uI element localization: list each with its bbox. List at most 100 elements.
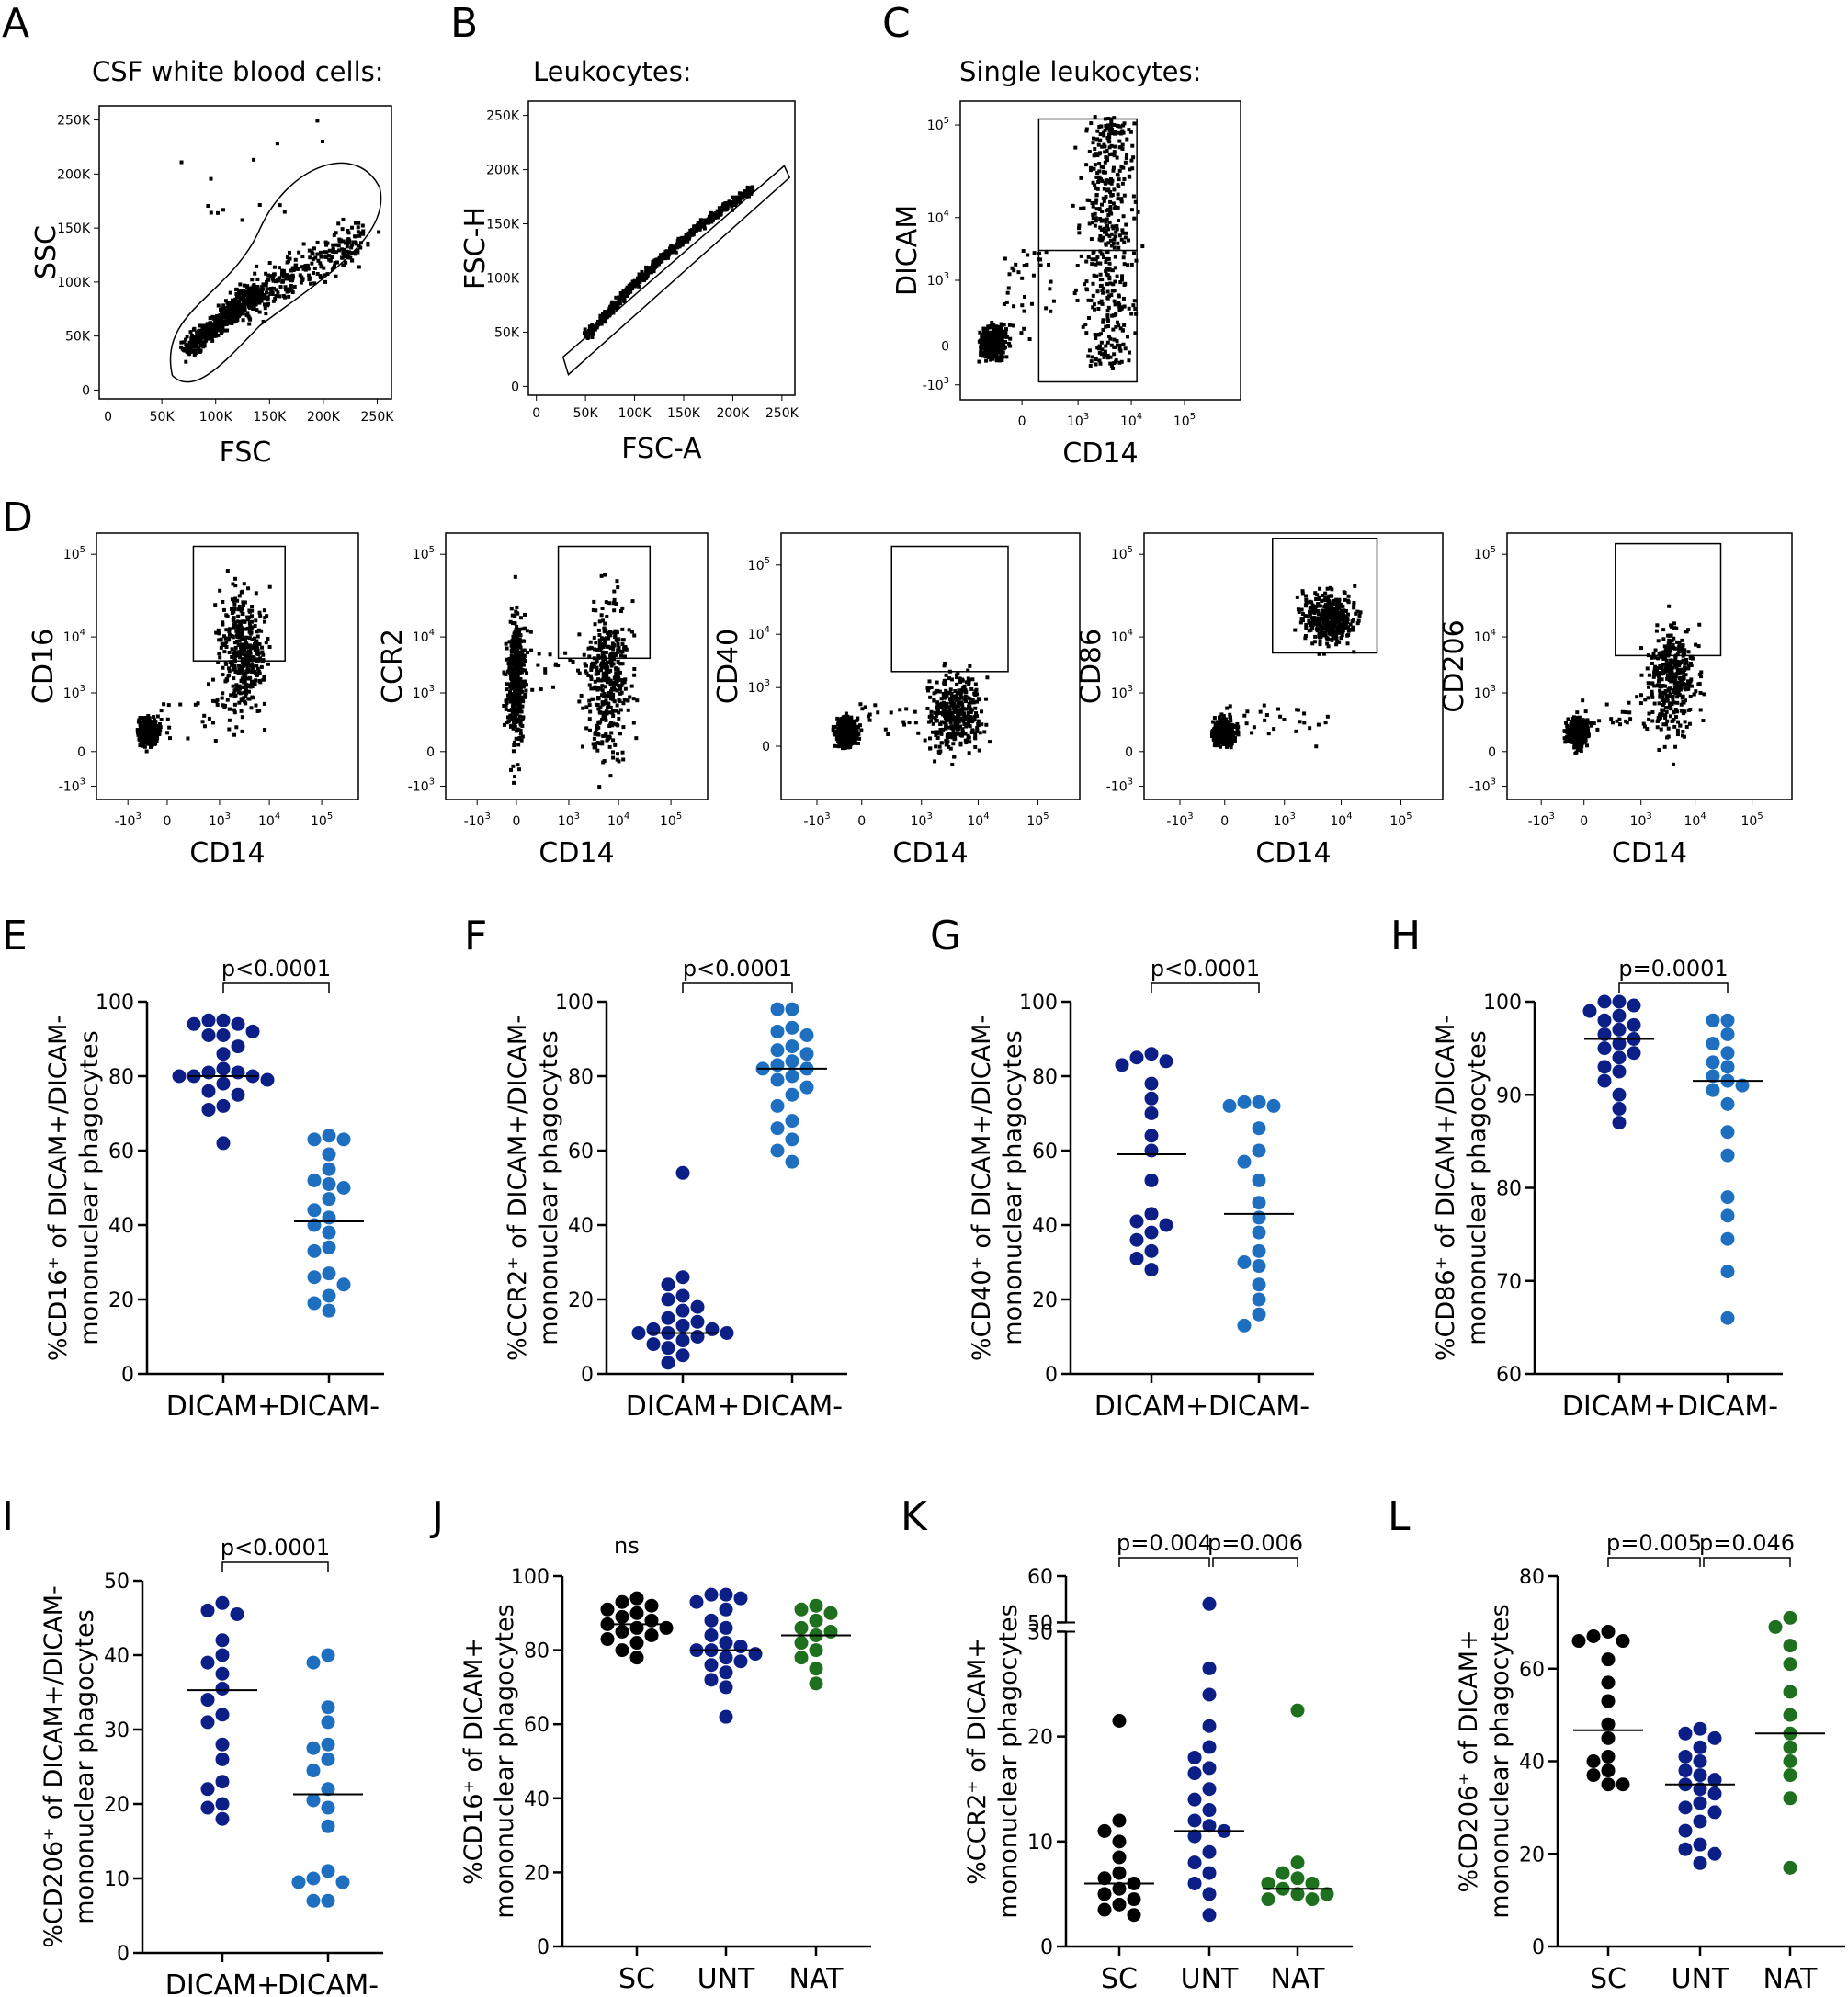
- event-dot: [214, 325, 219, 330]
- event-dot: [243, 648, 247, 652]
- event-dot: [178, 702, 183, 707]
- event-dot: [618, 290, 623, 295]
- event-dot: [591, 332, 595, 336]
- event-dot: [513, 638, 517, 642]
- event-dot: [1093, 115, 1097, 119]
- event-dot: [1102, 355, 1106, 359]
- event-dot: [838, 743, 843, 748]
- event-dot: [269, 289, 274, 293]
- event-dot: [135, 728, 140, 732]
- event-dot: [1022, 326, 1026, 331]
- event-dot: [992, 331, 996, 335]
- event-dot: [664, 255, 669, 260]
- event-dot: [1112, 345, 1117, 349]
- event-dot: [1001, 333, 1005, 337]
- y-tick-label: 100K: [486, 271, 520, 286]
- x-tick-label: 200K: [307, 410, 341, 425]
- event-dot: [929, 709, 934, 714]
- gate-polygon: [561, 165, 791, 376]
- event-dot: [1105, 289, 1110, 294]
- event-dot: [725, 206, 730, 210]
- event-dot: [232, 620, 237, 625]
- event-dot: [249, 626, 254, 630]
- event-dot: [992, 335, 996, 340]
- event-dot: [839, 718, 844, 722]
- event-dot: [241, 669, 245, 674]
- event-dot: [229, 693, 233, 698]
- event-dot: [1114, 324, 1118, 329]
- event-dot: [252, 305, 256, 310]
- event-dot: [262, 701, 266, 706]
- event-dot: [992, 329, 996, 334]
- event-dot: [983, 348, 988, 353]
- event-dot: [619, 683, 624, 687]
- event-dot: [239, 291, 244, 296]
- event-dot: [591, 697, 595, 701]
- event-dot: [516, 763, 520, 767]
- event-dot: [1010, 266, 1015, 270]
- event-dot: [1109, 193, 1114, 198]
- event-dot: [511, 692, 516, 697]
- event-dot: [142, 744, 147, 749]
- event-dot: [514, 628, 518, 632]
- event-dot: [966, 714, 970, 719]
- y-tick-label: 104: [413, 628, 435, 645]
- event-dot: [334, 274, 338, 278]
- event-dot: [966, 721, 970, 725]
- event-dot: [248, 609, 253, 614]
- event-dot: [278, 294, 282, 299]
- event-dot: [635, 698, 640, 703]
- event-dot: [617, 295, 621, 300]
- event-dot: [1105, 317, 1110, 322]
- event-dot: [1094, 192, 1099, 197]
- event-dot: [961, 719, 966, 723]
- event-dot: [1123, 235, 1128, 240]
- event-dot: [187, 346, 191, 351]
- event-dot: [584, 705, 589, 709]
- event-dot: [586, 673, 591, 677]
- x-tick-label: 105: [1173, 412, 1196, 429]
- event-dot: [251, 665, 255, 670]
- event-dot: [225, 698, 230, 702]
- event-dot: [320, 255, 324, 259]
- event-dot: [1006, 286, 1011, 290]
- event-dot: [522, 656, 527, 661]
- event-dot: [255, 651, 259, 655]
- event-dot: [232, 651, 236, 655]
- event-dot: [638, 276, 642, 280]
- event-dot: [607, 690, 611, 695]
- event-dot: [833, 732, 837, 737]
- event-dot: [969, 717, 973, 721]
- event-dot: [622, 646, 627, 651]
- event-dot: [607, 744, 612, 749]
- event-dot: [213, 323, 218, 327]
- event-dot: [277, 266, 281, 270]
- event-dot: [618, 662, 623, 666]
- event-dot: [957, 727, 961, 732]
- event-dot: [185, 335, 189, 339]
- event-dot: [511, 723, 516, 728]
- event-dot: [315, 119, 320, 123]
- event-dot: [621, 701, 626, 706]
- event-dot: [622, 298, 627, 302]
- event-dot: [619, 296, 624, 301]
- event-dot: [224, 613, 229, 618]
- event-dot: [353, 252, 357, 256]
- event-dot: [519, 709, 524, 714]
- event-dot: [609, 689, 614, 694]
- event-dot: [1113, 266, 1117, 270]
- event-dot: [265, 614, 269, 618]
- event-dot: [238, 282, 243, 287]
- event-dot: [1115, 227, 1119, 232]
- event-dot: [675, 239, 680, 244]
- event-dot: [1104, 194, 1108, 199]
- event-dot: [285, 289, 289, 294]
- event-dot: [299, 280, 303, 285]
- event-dot: [1002, 323, 1006, 327]
- event-dot: [993, 351, 998, 356]
- y-axis-label: SSC: [30, 225, 62, 279]
- event-dot: [715, 209, 720, 213]
- event-dot: [505, 715, 510, 720]
- event-dot: [255, 630, 259, 634]
- event-dot: [644, 276, 649, 280]
